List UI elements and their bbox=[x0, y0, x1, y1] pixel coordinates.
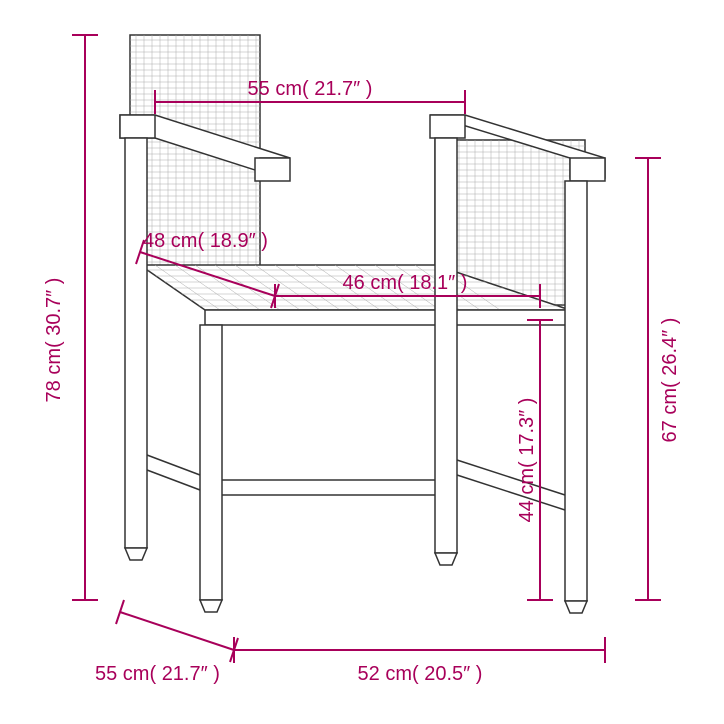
back-right-leg bbox=[435, 138, 457, 553]
dim-height-total: 78 cm( 30.7″ ) bbox=[43, 35, 98, 600]
dim-width: 52 cm( 20.5″ ) bbox=[234, 637, 605, 685]
back-left-leg bbox=[125, 138, 147, 548]
svg-text:48 cm( 18.9″ ): 48 cm( 18.9″ ) bbox=[143, 230, 268, 252]
dimension-diagram: 78 cm( 30.7″ ) 55 cm( 21.7″ ) 48 cm( 18.… bbox=[0, 0, 724, 724]
svg-text:55 cm( 21.7″ ): 55 cm( 21.7″ ) bbox=[95, 663, 220, 685]
chair-drawing bbox=[120, 35, 605, 613]
dim-armrest-height: 67 cm( 26.4″ ) bbox=[635, 158, 681, 600]
svg-text:55 cm( 21.7″ ): 55 cm( 21.7″ ) bbox=[248, 78, 373, 100]
svg-text:67 cm( 26.4″ ): 67 cm( 26.4″ ) bbox=[659, 318, 681, 443]
svg-text:78 cm( 30.7″ ): 78 cm( 30.7″ ) bbox=[43, 278, 65, 403]
front-right-leg bbox=[565, 181, 587, 601]
svg-text:52 cm( 20.5″ ): 52 cm( 20.5″ ) bbox=[358, 663, 483, 685]
svg-text:46 cm( 18.1″ ): 46 cm( 18.1″ ) bbox=[343, 272, 468, 294]
front-left-leg bbox=[200, 325, 222, 600]
svg-text:44 cm( 17.3″ ): 44 cm( 17.3″ ) bbox=[516, 398, 538, 523]
dim-seat-height: 44 cm( 17.3″ ) bbox=[516, 320, 553, 600]
